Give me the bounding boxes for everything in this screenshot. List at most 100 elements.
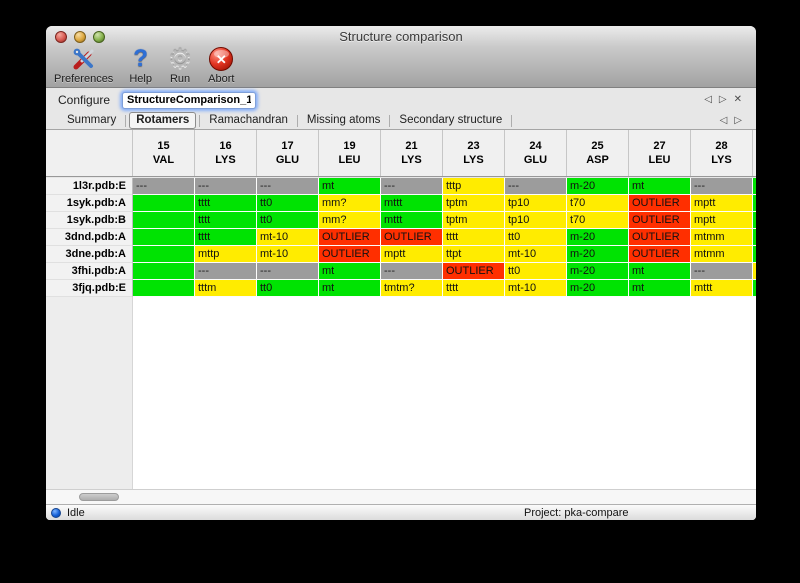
rotamer-cell[interactable]: --- [691, 178, 753, 195]
rotamer-cell[interactable]: OUTLIER [319, 246, 381, 263]
rotamer-cell[interactable]: tttt [195, 229, 257, 246]
row-label[interactable]: 3dne.pdb:A [46, 246, 133, 263]
rotamer-cell[interactable]: t70 [567, 195, 629, 212]
rotamer-cell[interactable]: t [133, 263, 195, 280]
rotamer-cell[interactable]: mttp [195, 246, 257, 263]
rotamer-cell[interactable]: OUTLIER [629, 246, 691, 263]
tab-summary[interactable]: Summary [67, 114, 117, 126]
row-label[interactable]: 3dnd.pdb:A [46, 229, 133, 246]
rotamer-cell[interactable]: --- [691, 263, 753, 280]
rotamer-cell[interactable]: mt-10 [505, 246, 567, 263]
rotamer-cell[interactable]: mttt [381, 195, 443, 212]
row-label[interactable]: 1syk.pdb:A [46, 195, 133, 212]
row-label[interactable]: 3fjq.pdb:E [46, 280, 133, 297]
rotamer-cell[interactable]: tttt [443, 280, 505, 297]
rotamer-cell[interactable]: tttt [195, 212, 257, 229]
rotamer-cell[interactable]: --- [195, 263, 257, 280]
rotamer-cell[interactable]: --- [505, 178, 567, 195]
scrollbar-thumb[interactable] [79, 493, 119, 501]
horizontal-scrollbar[interactable] [46, 489, 756, 504]
rotamer-cell[interactable]: --- [133, 178, 195, 195]
rotamer-cell[interactable]: mt-10 [257, 246, 319, 263]
rotamer-cell[interactable]: m-20 [567, 263, 629, 280]
rotamer-cell[interactable]: tmtm? [381, 280, 443, 297]
rotamer-cell[interactable]: mt [319, 280, 381, 297]
preferences-tools-icon [71, 46, 97, 72]
rotamer-cell[interactable]: mttt [691, 280, 753, 297]
pane-back-icon[interactable]: ◁ [704, 94, 712, 105]
rotamer-cell[interactable]: tt0 [257, 212, 319, 229]
rotamer-cell[interactable]: OUTLIER [443, 263, 505, 280]
rotamer-cell[interactable]: tptm [443, 212, 505, 229]
preferences-button[interactable]: Preferences [54, 46, 113, 85]
pane-forward-icon[interactable]: ▷ [718, 94, 727, 105]
rotamer-cell[interactable]: tttm [195, 280, 257, 297]
rotamer-cell[interactable]: t [133, 195, 195, 212]
tab-missing-atoms[interactable]: Missing atoms [306, 114, 381, 126]
rotamer-cell[interactable]: mt [629, 263, 691, 280]
run-button[interactable]: ⚙ Run [168, 46, 192, 86]
tab-ramachandran[interactable]: Ramachandran [209, 114, 288, 126]
tab-secondary-structure[interactable]: Secondary structure [399, 114, 503, 126]
close-window-button[interactable] [55, 31, 67, 43]
rotamer-cell[interactable]: mptt [691, 212, 753, 229]
rotamer-cell[interactable]: m-20 [567, 229, 629, 246]
rotamer-cell[interactable]: OUTLIER [629, 212, 691, 229]
rotamer-cell[interactable]: mt [629, 178, 691, 195]
rotamer-cell[interactable]: t [133, 229, 195, 246]
rotamer-cell[interactable]: mt-10 [505, 280, 567, 297]
rotamer-cell[interactable]: --- [257, 178, 319, 195]
tab-separator [389, 114, 391, 127]
minimize-window-button[interactable] [74, 31, 86, 43]
rotamer-cell[interactable]: --- [257, 263, 319, 280]
rotamer-cell[interactable]: OUTLIER [319, 229, 381, 246]
configure-name-input[interactable] [122, 91, 257, 109]
rotamer-cell[interactable]: m-20 [567, 280, 629, 297]
rotamer-cell[interactable]: t [133, 246, 195, 263]
rotamer-cell[interactable]: tttt [443, 229, 505, 246]
rotamer-cell[interactable]: t70 [567, 212, 629, 229]
rotamer-cell[interactable]: tttt [195, 195, 257, 212]
rotamer-cell[interactable]: mtmm [691, 229, 753, 246]
rotamer-cell[interactable]: mt [319, 178, 381, 195]
rotamer-cell[interactable]: tt0 [505, 263, 567, 280]
rotamer-cell[interactable]: --- [381, 263, 443, 280]
rotamer-cell[interactable]: mtmm [691, 246, 753, 263]
rotamer-cell[interactable]: OUTLIER [381, 229, 443, 246]
rotamer-cell[interactable]: mm? [319, 212, 381, 229]
row-label[interactable]: 1syk.pdb:B [46, 212, 133, 229]
rotamer-cell[interactable]: t [133, 212, 195, 229]
rotamer-cell[interactable]: m-20 [567, 178, 629, 195]
rotamer-cell[interactable]: mm? [319, 195, 381, 212]
tab-rotamers[interactable]: Rotamers [129, 112, 197, 129]
rotamer-cell[interactable]: t [133, 280, 195, 297]
titlebar[interactable]: Structure comparison [46, 26, 756, 48]
rotamer-cell[interactable]: tp10 [505, 195, 567, 212]
rotamer-cell[interactable]: mptt [381, 246, 443, 263]
rotamer-cell[interactable]: mt [629, 280, 691, 297]
rotamer-cell[interactable]: tptm [443, 195, 505, 212]
rotamer-cell[interactable]: tt0 [257, 195, 319, 212]
row-label[interactable]: 1l3r.pdb:E [46, 178, 133, 195]
rotamer-cell[interactable]: mptt [691, 195, 753, 212]
rotamer-cell[interactable]: mttt [381, 212, 443, 229]
row-label[interactable]: 3fhi.pdb:A [46, 263, 133, 280]
tab-scroll-back-icon[interactable]: ◁ [719, 114, 728, 126]
abort-button[interactable]: ✕ Abort [208, 46, 234, 85]
rotamer-cell[interactable]: m-20 [567, 246, 629, 263]
rotamer-cell[interactable]: tttp [443, 178, 505, 195]
tab-scroll-forward-icon[interactable]: ▷ [734, 114, 742, 126]
rotamer-cell[interactable]: ttpt [443, 246, 505, 263]
rotamer-cell[interactable]: mt [319, 263, 381, 280]
help-button[interactable]: ? Help [129, 46, 152, 86]
rotamer-cell[interactable]: tt0 [257, 280, 319, 297]
rotamer-cell[interactable]: OUTLIER [629, 195, 691, 212]
rotamer-cell[interactable]: --- [195, 178, 257, 195]
rotamer-cell[interactable]: --- [381, 178, 443, 195]
rotamer-cell[interactable]: mt-10 [257, 229, 319, 246]
rotamer-cell[interactable]: tt0 [505, 229, 567, 246]
pane-close-icon[interactable]: ✕ [733, 94, 742, 105]
rotamer-cell[interactable]: tp10 [505, 212, 567, 229]
rotamer-cell[interactable]: OUTLIER [629, 229, 691, 246]
zoom-window-button[interactable] [93, 31, 105, 43]
